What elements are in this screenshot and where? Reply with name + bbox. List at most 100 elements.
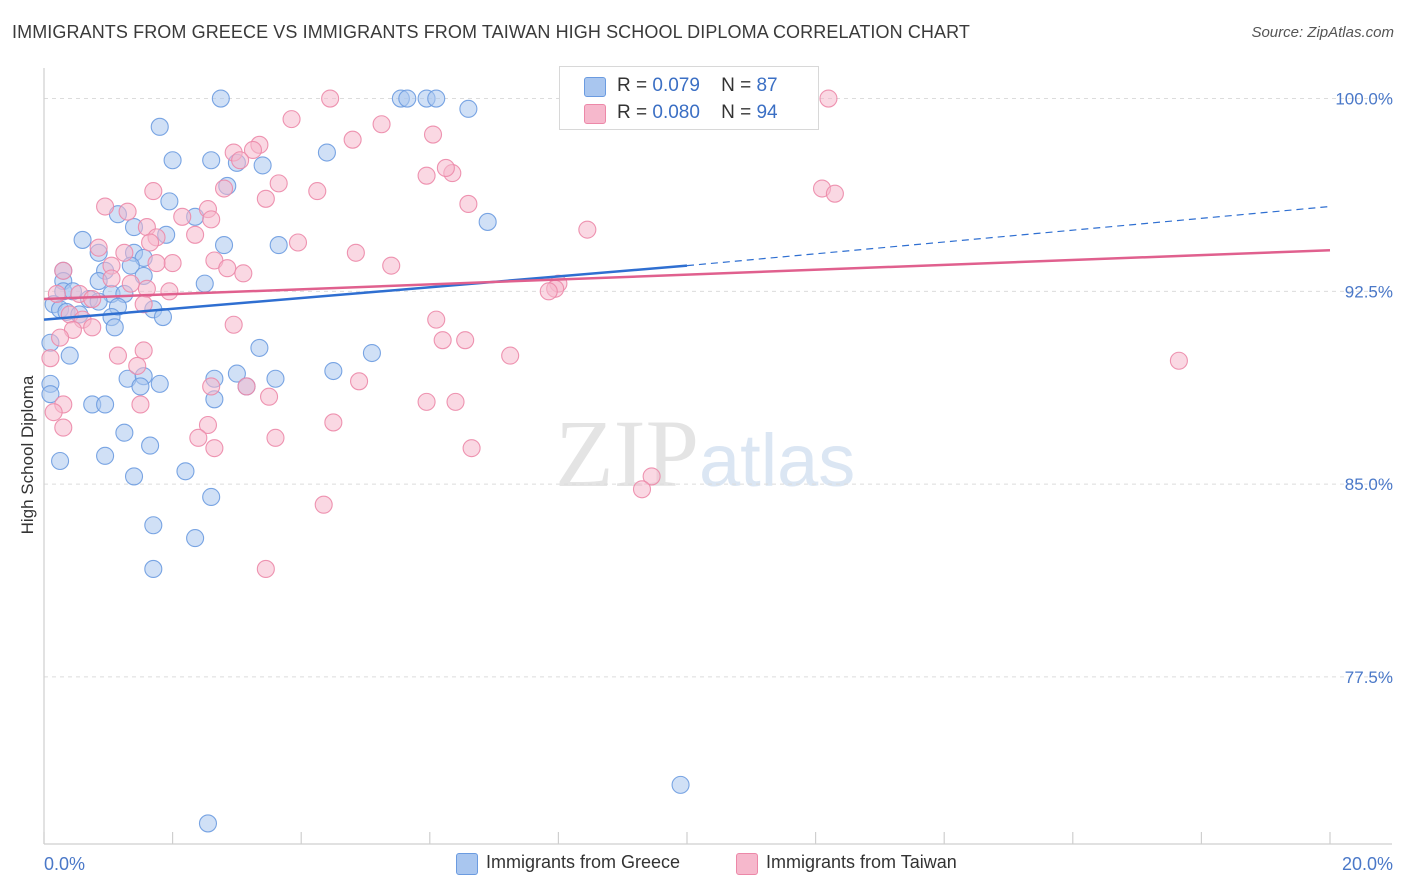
taiwan-point <box>382 256 401 275</box>
taiwan-point <box>205 439 224 458</box>
greece-point <box>214 236 234 255</box>
greece-trend-line <box>43 264 688 321</box>
taiwan-point <box>324 413 343 432</box>
taiwan-point <box>96 197 115 216</box>
taiwan-point <box>578 220 597 239</box>
tick-labels: 77.5% 85.0% 92.5% 100.0% 0.0% 20.0% <box>44 90 1393 874</box>
legend-text-taiwan: R = 0.080 N = 94 <box>617 102 778 124</box>
x-tick-label: 20.0% <box>1342 854 1393 874</box>
greece-point <box>362 343 381 363</box>
y-tick-label: 100.0% <box>1335 90 1393 109</box>
greece-point <box>269 236 288 255</box>
greece-point <box>198 814 218 833</box>
taiwan-point <box>427 310 446 329</box>
taiwan-point <box>288 233 308 252</box>
legend-r-label: R = <box>617 75 648 96</box>
greece-point <box>105 318 124 337</box>
taiwan-point <box>456 331 475 350</box>
taiwan-point <box>115 243 134 262</box>
taiwan-point <box>102 269 121 288</box>
taiwan-point <box>134 341 153 360</box>
greece-point <box>144 559 163 579</box>
taiwan-point <box>128 356 147 375</box>
taiwan-point <box>224 315 243 334</box>
taiwan-point <box>1169 351 1188 370</box>
greece-trend-line-extension <box>686 205 1331 267</box>
greece-point <box>141 436 160 455</box>
taiwan-point <box>83 290 102 309</box>
bottom-legend-label-taiwan: Immigrants from Taiwan <box>766 852 957 872</box>
taiwan-point <box>372 115 391 134</box>
legend-n-label: N = <box>721 75 752 96</box>
greece-point <box>671 775 690 794</box>
taiwan-point <box>350 372 369 391</box>
correlation-legend: R = 0.079 N = 87 R = 0.080 N = 94 <box>559 66 819 130</box>
axes <box>43 68 1392 845</box>
taiwan-point <box>259 387 279 406</box>
greece-point <box>163 151 182 170</box>
bottom-legend-label-greece: Immigrants from Greece <box>486 852 681 872</box>
greece-point <box>398 89 417 108</box>
taiwan-point <box>266 428 285 447</box>
legend-n-value-taiwan: 94 <box>756 102 778 123</box>
greece-point <box>150 374 169 393</box>
watermark-atlas: atlas <box>699 419 856 502</box>
taiwan-point <box>118 202 137 221</box>
taiwan-point <box>202 377 221 396</box>
taiwan-point <box>343 130 362 149</box>
watermark: ZIPatlas <box>555 398 855 509</box>
taiwan-point <box>346 243 365 262</box>
taiwan-point <box>51 328 70 347</box>
taiwan-point <box>642 467 661 486</box>
taiwan-point <box>83 318 102 337</box>
taiwan-point <box>632 480 652 499</box>
taiwan-point <box>423 125 443 144</box>
taiwan-point <box>89 238 108 257</box>
taiwan-point <box>417 392 436 411</box>
taiwan-point <box>173 207 192 226</box>
taiwan-point <box>44 403 63 422</box>
greece-point <box>115 423 134 442</box>
greece-point <box>150 117 169 136</box>
legend-n-label: N = <box>721 102 752 123</box>
legend-swatch-taiwan <box>584 104 606 124</box>
greece-point <box>144 516 163 535</box>
greece-point <box>51 451 70 471</box>
greece-point <box>186 529 205 548</box>
legend-r-value-taiwan: 0.080 <box>652 102 700 123</box>
taiwan-point <box>825 184 844 203</box>
taiwan-point <box>819 89 838 108</box>
taiwan-point <box>218 259 237 278</box>
x-tick-label: 0.0% <box>44 854 85 874</box>
bottom-legend-swatch-taiwan <box>736 853 758 875</box>
greece-point <box>124 467 144 486</box>
greece-point <box>60 346 79 365</box>
greece-point <box>96 395 115 414</box>
legend-text-greece: R = 0.079 N = 87 <box>617 75 778 97</box>
taiwan-point <box>214 179 234 198</box>
taiwan-point <box>243 140 263 160</box>
watermark-zip: ZIP <box>555 400 699 507</box>
greece-point <box>427 89 446 108</box>
y-tick-label: 92.5% <box>1345 282 1393 301</box>
taiwan-point <box>121 274 140 293</box>
taiwan-trend-line <box>43 248 1331 301</box>
y-tick-label: 85.0% <box>1345 475 1393 494</box>
greece-point <box>41 385 60 404</box>
taiwan-point <box>462 439 481 458</box>
taiwan-point <box>282 110 301 129</box>
taiwan-point <box>186 225 205 244</box>
legend-r-value-greece: 0.079 <box>652 75 700 96</box>
legend-r-label: R = <box>617 102 648 123</box>
taiwan-point <box>108 346 127 365</box>
taiwan-point <box>308 182 327 201</box>
taiwan-point <box>198 415 218 435</box>
trend-lines <box>43 205 1331 321</box>
taiwan-point <box>147 254 166 273</box>
legend-swatch-greece <box>584 77 606 97</box>
greece-point <box>202 151 221 170</box>
greece-point <box>317 143 336 162</box>
bottom-legend-swatch-greece <box>456 853 478 875</box>
greece-point <box>160 192 179 211</box>
greece-point <box>211 89 230 108</box>
